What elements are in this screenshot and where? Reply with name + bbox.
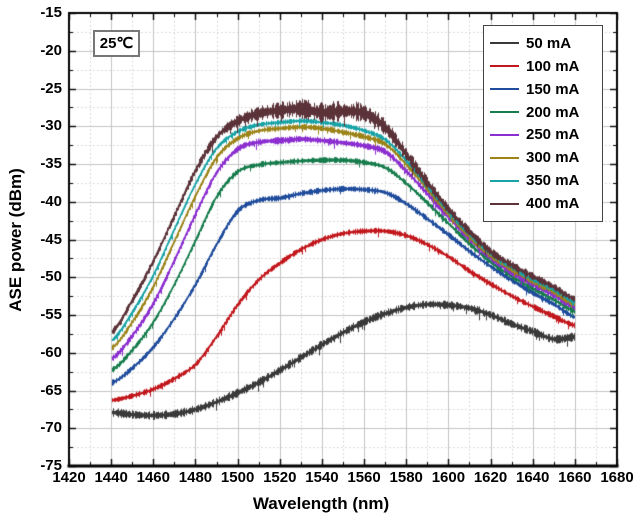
y-tick-label: -20 [40, 41, 62, 59]
x-tick-label: 1640 [516, 469, 550, 486]
legend-label: 100 mA [526, 57, 580, 75]
legend-item: 350 mA [490, 172, 600, 189]
legend-label: 400 mA [526, 195, 580, 212]
x-tick-label: 1600 [431, 469, 466, 486]
x-axis-title: Wavelength (nm) [252, 494, 390, 513]
x-tick-label: 1580 [389, 469, 423, 486]
legend: 50 mA 100 mA 150 mA 200 mA 250 mA 300 mA 350 m… [483, 25, 603, 222]
legend-item: 300 mA [490, 149, 600, 166]
x-tick-label: 1520 [263, 469, 297, 486]
legend-line-sample [490, 179, 519, 182]
legend-label: 150 mA [526, 80, 580, 98]
x-tick-label: 1540 [305, 469, 339, 486]
legend-item: 50 mA [490, 35, 600, 52]
y-tick-label: -15 [40, 4, 62, 21]
legend-item: 150 mA [490, 81, 600, 98]
legend-item: 250 mA [490, 126, 600, 143]
legend-item: 400 mA [490, 195, 600, 212]
y-tick-label: -65 [40, 381, 62, 399]
x-tick-label: 1420 [52, 469, 86, 486]
y-tick-label: -45 [40, 230, 62, 248]
y-tick-label: -70 [40, 419, 62, 437]
legend-label: 350 mA [526, 172, 580, 190]
legend-item: 200 mA [490, 104, 600, 121]
x-tick-label: 1680 [600, 469, 634, 486]
y-tick-label: -60 [40, 343, 62, 361]
y-tick-label: -50 [40, 268, 62, 286]
y-tick-label: -30 [40, 117, 62, 135]
legend-line-sample [490, 156, 519, 159]
legend-line-sample [490, 202, 519, 205]
x-tick-label: 1660 [558, 469, 592, 486]
temperature-annotation: 25℃ [93, 30, 140, 57]
legend-line-sample [490, 88, 519, 91]
x-tick-label: 1460 [136, 469, 170, 486]
legend-label: 200 mA [526, 103, 580, 121]
x-tick-label: 1480 [178, 469, 213, 486]
x-tick-label: 1440 [94, 469, 128, 486]
y-tick-label: -40 [40, 192, 62, 210]
y-tick-label: -55 [40, 306, 62, 323]
x-tick-label: 1500 [220, 469, 255, 486]
legend-label: 250 mA [526, 126, 580, 144]
legend-line-sample [490, 42, 519, 45]
x-tick-label: 1560 [347, 469, 381, 486]
legend-line-sample [490, 111, 519, 113]
legend-line-sample [490, 65, 519, 68]
legend-line-sample [490, 133, 519, 136]
y-tick-label: -75 [40, 457, 62, 474]
y-tick-label: -25 [40, 79, 62, 97]
x-tick-label: 1620 [473, 469, 508, 486]
legend-item: 100 mA [490, 58, 600, 75]
y-tick-label: -35 [40, 155, 62, 172]
legend-label: 50 mA [526, 34, 572, 52]
legend-label: 300 mA [526, 149, 580, 167]
